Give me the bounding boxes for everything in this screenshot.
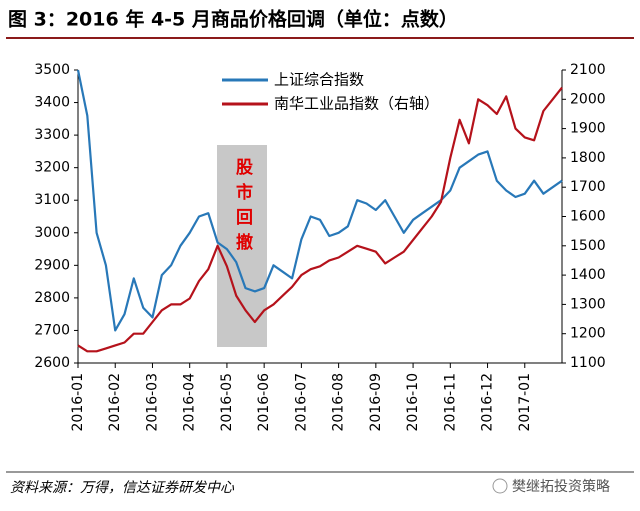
y-tick-label: 3000 [34,225,70,241]
x-tick-label: 2016-03 [144,373,160,432]
x-tick-label: 2016-10 [405,373,421,432]
x-tick-label: 2017-01 [517,373,533,432]
watermark: 樊继拓投资策略 [512,478,610,495]
y2-tick-label: 1200 [570,326,606,342]
y2-tick-label: 1800 [570,150,606,166]
y-tick-label: 3500 [34,62,70,78]
annotation-text: 股市回撤 [232,158,253,258]
y-tick-label: 2900 [34,257,70,273]
x-tick-label: 2016-11 [442,373,458,432]
y-tick-label: 2600 [34,355,70,371]
x-tick-label: 2016-01 [70,373,86,432]
watermark-icon [492,478,508,494]
y-tick-label: 2700 [34,322,70,338]
y2-tick-label: 1900 [570,121,606,137]
x-tick-label: 2016-12 [480,373,496,432]
x-tick-label: 2016-08 [331,373,347,432]
legend-label: 上证综合指数 [274,71,364,89]
y2-tick-label: 2000 [570,91,606,107]
series-line [76,69,563,332]
x-tick-label: 2016-05 [219,373,235,432]
x-tick-label: 2016-06 [256,373,272,432]
y-tick-label: 3400 [34,95,70,111]
y2-tick-label: 1700 [570,179,606,195]
y-tick-label: 3100 [34,192,70,208]
chart-title: 图 3：2016 年 4-5 月商品价格回调（单位：点数） [8,8,458,31]
legend-label: 南华工业品指数（右轴） [274,95,439,113]
y2-tick-label: 1600 [570,209,606,225]
x-tick-label: 2016-02 [107,373,123,432]
y-tick-label: 3200 [34,160,70,176]
source-note: 资料来源：万得，信达证券研发中心 [10,480,235,496]
y2-tick-label: 1500 [570,238,606,254]
x-tick-label: 2016-09 [368,373,384,432]
y2-tick-label: 1100 [570,355,606,371]
y2-tick-label: 2100 [570,62,606,78]
y2-tick-label: 1400 [570,267,606,283]
annotation-box [217,145,267,347]
y2-tick-label: 1300 [570,296,606,312]
x-tick-label: 2016-07 [293,373,309,432]
x-tick-label: 2016-04 [182,373,198,432]
y-tick-label: 2800 [34,290,70,306]
series-line [77,86,563,353]
y-tick-label: 3300 [34,127,70,143]
